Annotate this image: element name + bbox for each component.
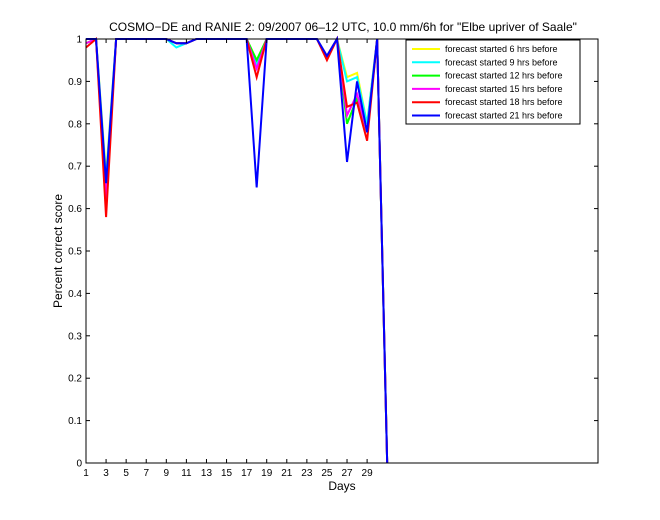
x-tick-label: 11: [181, 468, 192, 479]
x-tick-label: 9: [164, 468, 170, 479]
x-axis-label: Days: [328, 479, 355, 493]
x-tick-label: 13: [201, 468, 213, 479]
x-tick-label: 27: [341, 468, 353, 479]
legend-label-1: forecast started 6 hrs before: [445, 44, 558, 54]
y-tick-label: 1: [76, 35, 82, 46]
x-tick-label: 17: [241, 468, 253, 479]
legend-label-6: forecast started 21 hrs before: [445, 111, 563, 121]
y-tick-label: 0.9: [68, 77, 82, 88]
legend: forecast started 6 hrs before forecast st…: [405, 39, 581, 125]
chart-title: COSMO−DE and RANIE 2: 09/2007 06–12 UTC,…: [109, 20, 577, 34]
y-tick-label: 0.5: [68, 247, 82, 258]
legend-label-5: forecast started 18 hrs before: [445, 97, 563, 107]
x-tick-label: 25: [321, 468, 333, 479]
x-tick-label: 1: [83, 468, 89, 479]
legend-label-2: forecast started 9 hrs before: [445, 57, 558, 67]
x-tick-label: 7: [143, 468, 149, 479]
x-tick-label: 21: [281, 468, 293, 479]
y-axis-label: Percent correct score: [51, 194, 65, 308]
plot-lines: [85, 35, 389, 464]
y-tick-label: 0.2: [68, 374, 82, 385]
legend-label-4: forecast started 15 hrs before: [445, 84, 563, 94]
x-tick-label: 29: [362, 468, 374, 479]
y-tick-label: 0.6: [68, 204, 82, 215]
legend-label-3: forecast started 12 hrs before: [445, 71, 563, 81]
x-tick-label: 19: [261, 468, 273, 479]
x-tick-label: 15: [221, 468, 233, 479]
y-tick-label: 0.1: [68, 416, 82, 427]
series-line-6: [86, 35, 389, 464]
x-axis-ticks: 1 3 5 7 9 11 13 15 17 19 21 23 25 27 29: [83, 39, 373, 479]
y-tick-label: 0: [76, 459, 82, 470]
x-tick-label: 23: [301, 468, 313, 479]
x-tick-label: 5: [123, 468, 129, 479]
y-tick-label: 0.8: [68, 119, 82, 130]
legend-box: [405, 39, 581, 125]
y-axis-ticks: 0 0.1 0.2 0.3 0.4 0.5 0.6 0.7 0.8 0.9 1: [68, 35, 598, 470]
y-tick-label: 0.4: [68, 289, 82, 300]
y-tick-label: 0.3: [68, 331, 82, 342]
x-tick-label: 3: [103, 468, 109, 479]
y-tick-label: 0.7: [68, 162, 82, 173]
